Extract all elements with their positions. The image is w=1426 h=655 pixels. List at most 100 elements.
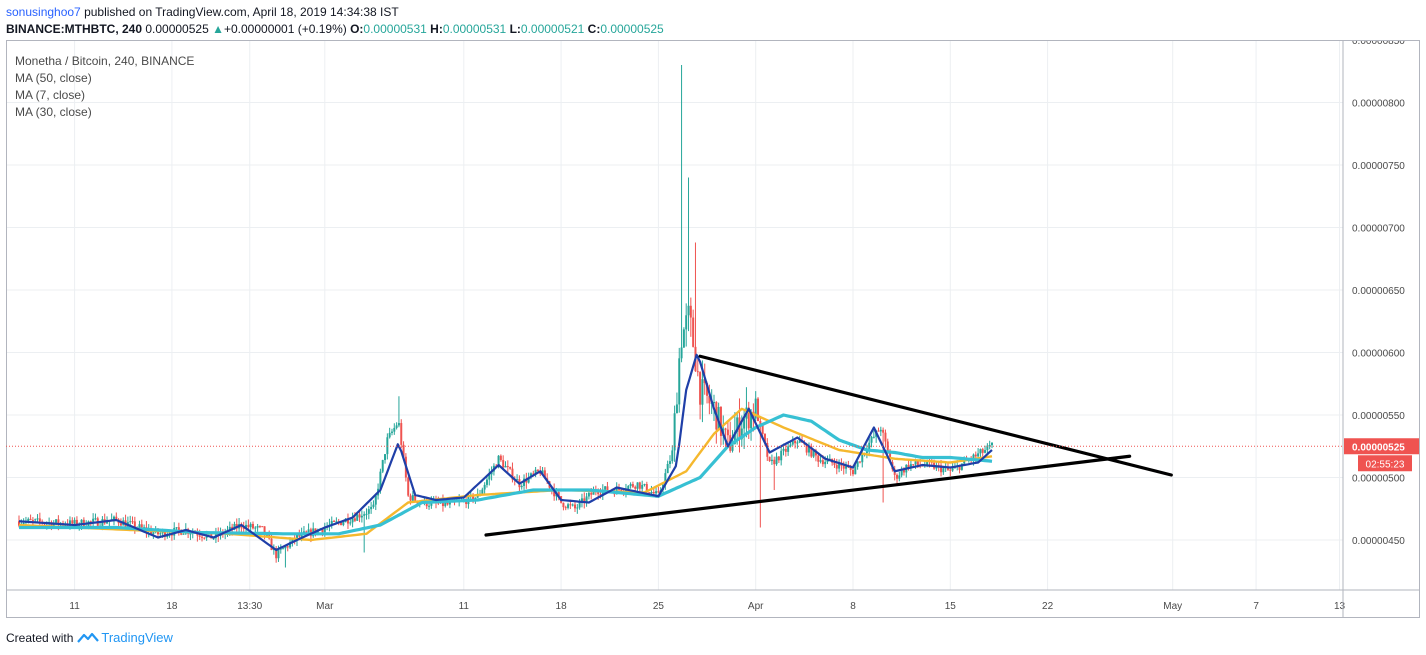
candle-body bbox=[400, 423, 403, 445]
x-tick-label: 13:30 bbox=[237, 601, 262, 612]
candle-body bbox=[868, 442, 871, 451]
candle-body bbox=[196, 533, 199, 536]
candle-body bbox=[73, 519, 76, 524]
candle-body bbox=[483, 484, 486, 490]
candle-body bbox=[203, 537, 206, 539]
candle-body bbox=[817, 455, 820, 462]
candle-body bbox=[666, 464, 669, 474]
candle-body bbox=[543, 470, 546, 479]
candle-body bbox=[349, 522, 352, 524]
candle-body bbox=[951, 468, 954, 471]
candle-body bbox=[289, 542, 292, 548]
chart-border bbox=[6, 40, 1420, 618]
candle-body bbox=[842, 465, 845, 469]
candle-body bbox=[784, 448, 787, 452]
moving-averages bbox=[18, 353, 993, 552]
candle-body bbox=[631, 484, 634, 487]
candle-body bbox=[979, 449, 982, 454]
candle-body bbox=[411, 495, 414, 501]
open-label: O: bbox=[346, 22, 364, 36]
chart-area[interactable]: 0.00000850 0.00000800 0.00000750 0.00000700… bbox=[6, 40, 1420, 618]
candle-body bbox=[80, 519, 83, 525]
high-value: 0.00000531 bbox=[442, 22, 507, 36]
candle-body bbox=[57, 519, 60, 525]
candle-body bbox=[958, 465, 961, 470]
x-tick-label: 25 bbox=[653, 601, 665, 612]
candle-body bbox=[775, 456, 778, 465]
candle-body bbox=[912, 464, 915, 466]
candle-body bbox=[140, 524, 143, 528]
candle-body bbox=[68, 520, 71, 526]
x-tick-label: 22 bbox=[1042, 601, 1054, 612]
candle-body bbox=[291, 537, 294, 543]
candle-body bbox=[511, 468, 514, 480]
candle-body bbox=[323, 527, 326, 533]
x-tick-label: 7 bbox=[1253, 601, 1259, 612]
y-tick-label: 0.00000600 bbox=[1352, 349, 1405, 360]
candle-body bbox=[773, 459, 776, 465]
candle-body bbox=[796, 442, 799, 444]
x-tick-label: 11 bbox=[69, 601, 80, 612]
candle-body bbox=[571, 504, 574, 506]
candle-body bbox=[898, 475, 901, 479]
close-label: C: bbox=[584, 22, 601, 36]
candle-body bbox=[770, 459, 773, 462]
candle-body bbox=[754, 398, 757, 419]
x-tick-label: 11 bbox=[459, 601, 470, 612]
y-tick-label: 0.00000550 bbox=[1352, 411, 1405, 422]
legend-ma30[interactable]: MA (30, close) bbox=[15, 105, 92, 119]
candle-body bbox=[680, 347, 683, 359]
candle-body bbox=[664, 473, 667, 485]
candle-body bbox=[353, 518, 356, 521]
ma7-line bbox=[18, 353, 993, 552]
candle-body bbox=[819, 460, 822, 462]
candle-body bbox=[824, 461, 827, 465]
tradingview-brand[interactable]: TradingView bbox=[101, 630, 173, 645]
candle-body bbox=[34, 519, 37, 521]
candle-body bbox=[655, 491, 658, 494]
ma50-line bbox=[18, 407, 993, 542]
candle-body bbox=[879, 429, 882, 432]
legend-ma7[interactable]: MA (7, close) bbox=[15, 88, 86, 102]
candle-body bbox=[914, 461, 917, 465]
candle-body bbox=[386, 437, 389, 455]
candle-body bbox=[129, 521, 132, 523]
candle-body bbox=[856, 461, 859, 467]
candle-body bbox=[390, 431, 393, 433]
countdown-tag-label: 02:55:23 bbox=[1366, 459, 1405, 470]
candle-body bbox=[798, 440, 801, 443]
candle-body bbox=[557, 492, 560, 497]
candle-body bbox=[909, 464, 912, 469]
candle-body bbox=[634, 486, 637, 489]
candle-body bbox=[896, 474, 899, 479]
candle-body bbox=[233, 523, 236, 530]
close-value: 0.00000525 bbox=[600, 22, 664, 36]
candle-body bbox=[592, 490, 595, 495]
candle-body bbox=[365, 513, 368, 515]
candle-body bbox=[668, 461, 671, 465]
candle-body bbox=[696, 371, 699, 373]
trendlines bbox=[484, 354, 1173, 537]
candle-body bbox=[534, 469, 537, 474]
price-chart[interactable]: 0.00000850 0.00000800 0.00000750 0.00000700… bbox=[6, 40, 1420, 618]
candle-body bbox=[409, 495, 412, 501]
legend-ma50[interactable]: MA (50, close) bbox=[15, 71, 92, 85]
candle-body bbox=[838, 462, 841, 469]
candle-body bbox=[92, 518, 95, 522]
candle-body bbox=[397, 423, 400, 426]
candle-body bbox=[342, 522, 345, 525]
candle-body bbox=[854, 466, 857, 475]
candle-body bbox=[228, 526, 231, 530]
candle-body bbox=[902, 469, 905, 473]
candle-body bbox=[414, 495, 417, 501]
candle-body bbox=[604, 486, 607, 490]
author-link[interactable]: sonusinghoo7 bbox=[6, 5, 81, 19]
candle-body bbox=[564, 507, 567, 509]
candle-body bbox=[249, 523, 252, 528]
candle-body bbox=[687, 305, 690, 316]
candle-body bbox=[163, 530, 166, 537]
candle-body bbox=[296, 534, 298, 541]
candle-body bbox=[991, 442, 993, 446]
candle-body bbox=[724, 428, 727, 430]
candle-body bbox=[367, 509, 370, 514]
